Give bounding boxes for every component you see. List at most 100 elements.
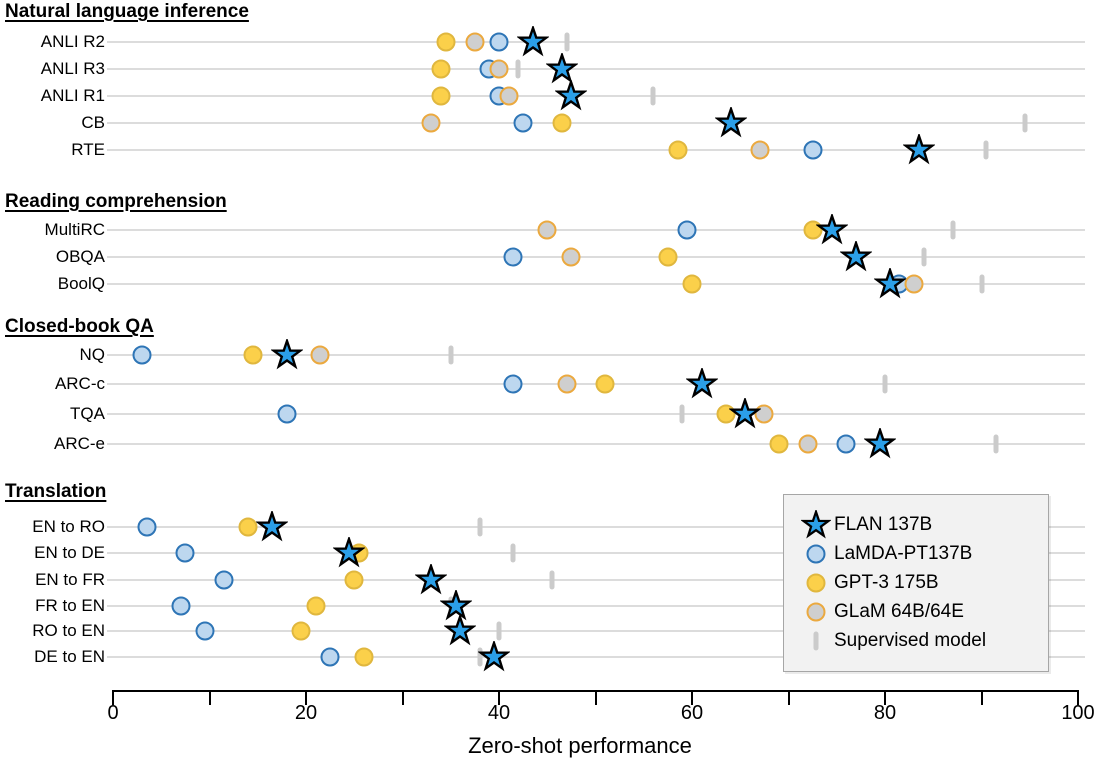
x-axis-tick-label: 60 <box>680 702 704 724</box>
marker-supervised-tick <box>477 647 483 667</box>
row-label: ANLI R2 <box>40 32 105 51</box>
legend-box: FLAN 137B LaMDA-PT137B GPT-3 175B GLaM 64B/… <box>783 494 1049 672</box>
marker-supervised-tick <box>993 434 999 454</box>
marker-gpt3-circle <box>682 274 702 294</box>
marker-glam-circle <box>557 374 577 394</box>
row-label: NQ <box>79 345 106 364</box>
row-label: ANLI R1 <box>40 86 105 105</box>
marker-gpt3-circle <box>668 140 688 160</box>
marker-flan-star <box>478 641 511 672</box>
row-gridline <box>107 413 1085 415</box>
row-gridline <box>107 149 1085 151</box>
marker-supervised-tick <box>549 570 555 590</box>
x-axis-tick <box>498 692 500 705</box>
marker-supervised-tick <box>496 621 502 641</box>
marker-gpt3-circle <box>238 517 258 537</box>
x-axis-tick-label: 0 <box>107 702 119 724</box>
legend-gpt3-circle <box>806 573 826 593</box>
marker-glam-circle <box>489 59 509 79</box>
legend-supervised-tick <box>813 631 819 651</box>
marker-glam-circle <box>798 434 818 454</box>
row-gridline <box>107 552 1085 554</box>
marker-supervised-tick <box>448 345 454 365</box>
row-label: ANLI R3 <box>40 59 105 78</box>
x-axis-tick <box>305 692 307 705</box>
row-gridline <box>107 354 1085 356</box>
marker-lamda-circle <box>132 345 152 365</box>
row-gridline <box>107 526 1085 528</box>
x-axis-tick-label: 80 <box>873 702 897 724</box>
row-gridline <box>107 283 1085 285</box>
row-gridline <box>107 656 1085 658</box>
marker-lamda-circle <box>195 621 215 641</box>
marker-supervised-tick <box>979 274 984 294</box>
marker-gpt3-circle <box>658 247 678 267</box>
marker-flan-star <box>333 537 366 568</box>
x-axis-tick <box>980 692 983 705</box>
marker-lamda-circle <box>803 140 823 160</box>
legend-item-label: LaMDA-PT137B <box>834 543 973 564</box>
marker-flan-star <box>545 53 578 84</box>
row-gridline <box>107 95 1085 97</box>
row-label: RO to EN <box>32 621 105 640</box>
marker-glam-circle <box>499 86 519 106</box>
section-header: Reading comprehension <box>5 191 227 212</box>
marker-lamda-circle <box>489 32 509 52</box>
marker-glam-circle <box>421 113 441 133</box>
marker-gpt3-circle <box>291 621 311 641</box>
legend-item-label: Supervised model <box>834 630 987 651</box>
marker-flan-star <box>685 368 718 399</box>
marker-flan-star <box>415 564 448 595</box>
row-gridline <box>107 579 1085 581</box>
marker-supervised-tick <box>510 543 516 563</box>
x-axis-tick <box>691 692 693 705</box>
x-axis-tick <box>112 692 114 705</box>
section-header: Translation <box>5 481 107 502</box>
marker-gpt3-circle <box>344 570 364 590</box>
marker-lamda-circle <box>214 570 234 590</box>
row-label: RTE <box>71 140 105 159</box>
marker-gpt3-circle <box>431 86 451 106</box>
marker-supervised-tick <box>515 59 521 79</box>
marker-lamda-circle <box>137 517 157 537</box>
marker-flan-star <box>902 134 935 165</box>
marker-lamda-circle <box>513 113 533 133</box>
x-axis-tick <box>884 692 886 705</box>
row-label: MultiRC <box>44 220 105 239</box>
row-label: EN to FR <box>35 570 105 589</box>
row-gridline <box>107 605 1085 607</box>
marker-gpt3-circle <box>306 596 326 616</box>
section-header: Natural language inference <box>5 1 249 22</box>
legend-item-label: FLAN 137B <box>834 514 933 535</box>
marker-lamda-circle <box>175 543 195 563</box>
x-axis-tick <box>401 692 404 705</box>
marker-glam-circle <box>904 274 924 294</box>
marker-supervised-tick <box>650 86 656 106</box>
marker-supervised-tick <box>950 220 956 240</box>
row-gridline <box>107 229 1085 231</box>
marker-flan-star <box>714 107 747 138</box>
marker-gpt3-circle <box>436 32 456 52</box>
marker-gpt3-circle <box>552 113 572 133</box>
marker-glam-circle <box>561 247 581 267</box>
marker-gpt3-circle <box>595 374 615 394</box>
x-axis-line <box>112 690 1079 692</box>
row-label: EN to RO <box>32 517 105 536</box>
marker-flan-star <box>729 398 762 429</box>
marker-supervised-tick <box>1022 113 1028 133</box>
marker-gpt3-circle <box>354 647 374 667</box>
marker-lamda-circle <box>277 404 297 424</box>
marker-flan-star <box>516 26 549 57</box>
marker-flan-star <box>864 428 897 459</box>
marker-flan-star <box>801 510 831 539</box>
marker-flan-star <box>256 511 289 542</box>
row-label: ARC-e <box>53 434 105 453</box>
marker-lamda-circle <box>503 247 523 267</box>
marker-glam-circle <box>465 32 485 52</box>
marker-supervised-tick <box>679 404 685 424</box>
marker-flan-star <box>873 268 906 299</box>
x-axis-tick <box>1077 692 1079 705</box>
marker-flan-star <box>815 214 848 245</box>
marker-supervised-tick <box>921 247 927 267</box>
